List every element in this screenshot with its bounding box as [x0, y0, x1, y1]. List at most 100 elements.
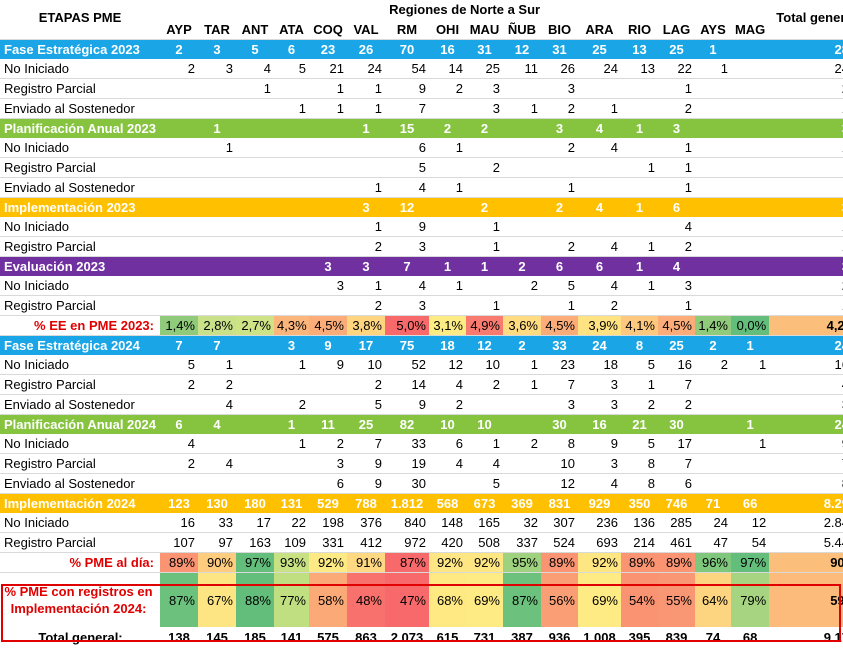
cell-coq [309, 157, 347, 178]
cell-val: 3,8% [347, 315, 385, 336]
cell-ays [695, 295, 731, 316]
cell-ant [236, 434, 274, 454]
cell-bio: 1 [541, 177, 578, 198]
cell-lag: 1 [658, 138, 695, 158]
cell-rm: 3 [385, 236, 429, 257]
row-label: Registro Parcial [0, 78, 160, 99]
cell-ant: 2,7% [236, 315, 274, 336]
cell-bio: 30 [541, 414, 578, 434]
cell-mau: 10 [466, 355, 503, 375]
cell-ays [695, 236, 731, 257]
cell-ata: 5 [274, 59, 309, 79]
cell-val: 25 [347, 414, 385, 434]
row-total: 249 [769, 414, 843, 434]
cell-ata: 4,3% [274, 315, 309, 336]
region-header-mag: MAG [731, 19, 770, 40]
row-total: 30 [769, 197, 843, 217]
cell-mag: 97% [731, 552, 770, 573]
cell-ant [236, 414, 274, 434]
cell-ohi: 6 [429, 434, 466, 454]
cell-mag [731, 473, 770, 494]
cell-tar [198, 217, 236, 237]
cell-ohi [429, 157, 466, 178]
cell-tar: 3 [198, 59, 236, 79]
cell-rm: 4 [385, 177, 429, 198]
cell-coq: 198 [309, 513, 347, 533]
cell-coq [309, 177, 347, 198]
cell-rio: 8 [621, 335, 658, 355]
cell-ant [236, 355, 274, 375]
cell-ays [695, 177, 731, 198]
cell-coq: 9 [309, 335, 347, 355]
row-total: 59% [769, 572, 843, 627]
cell-ata [274, 295, 309, 316]
cell-lag: 7 [658, 453, 695, 474]
cell-rm: 840 [385, 513, 429, 533]
cell-mag: 66 [731, 493, 770, 513]
cell-rio: 395 [628, 629, 651, 645]
cell-rio: 1 [621, 276, 658, 296]
row-total: 8 [769, 177, 843, 198]
row-label: Evaluación 2023 [0, 256, 160, 276]
cell-val: 3 [347, 197, 385, 217]
cell-bio: 56% [541, 572, 578, 627]
cell-rio: 4,1% [621, 315, 658, 336]
cell-coq [309, 236, 347, 257]
cell-tar: 1 [198, 138, 236, 158]
cell-coq: 23 [309, 39, 347, 59]
cell-ayp [160, 217, 198, 237]
cell-rio: 1 [621, 197, 658, 217]
cell-tar: 130 [198, 493, 236, 513]
section-row: Implementación 20233122241630 [0, 197, 843, 217]
cell-mau: 2 [466, 197, 503, 217]
cell-mag: 1 [731, 355, 770, 375]
cell-ohi: 1 [429, 276, 466, 296]
cell-ays: 1 [695, 39, 731, 59]
cell-tar: 90% [198, 552, 236, 573]
row-total: 9 [769, 157, 843, 178]
cell-ata: 1 [274, 98, 309, 119]
cell-ayp: 6 [160, 414, 198, 434]
cell-lag: 2 [658, 394, 695, 415]
cell-rio [621, 217, 658, 237]
cell-bio: 23 [541, 355, 578, 375]
data-row: No Iniciado 16 33 17 22 198 376 840 148 165 32 307 2… [0, 513, 843, 533]
cell-ara: 4 [578, 236, 621, 257]
cell-bio: 31 [541, 39, 578, 59]
cell-ara: 24 [578, 335, 621, 355]
cell-ays: 74 [705, 629, 721, 645]
cell-mag [731, 98, 770, 119]
row-total: 243 [769, 335, 843, 355]
cell-ñub [503, 197, 541, 217]
cell-val: 863 [355, 629, 377, 645]
cell-mag: 12 [731, 513, 770, 533]
cell-val: 788 [347, 493, 385, 513]
cell-val: 17 [347, 335, 385, 355]
cell-lag: 30 [658, 414, 695, 434]
row-total: 10 [769, 295, 843, 316]
cell-tar: 2,8% [198, 315, 236, 336]
row-total: 34 [769, 256, 843, 276]
cell-ata: 141 [280, 629, 303, 645]
cell-ays [695, 434, 731, 454]
region-header-rm: RM [385, 19, 429, 40]
cell-ara: 1 [578, 98, 621, 119]
cell-rm: 5 [385, 157, 429, 178]
cell-val: 1 [347, 78, 385, 99]
cell-ant [236, 453, 274, 474]
cell-bio: 3 [541, 394, 578, 415]
section-row: Implementación 2024 123 130 180 131 529 788 1.8… [0, 493, 843, 513]
cell-rio: 1 [621, 256, 658, 276]
cell-rm: 82 [385, 414, 429, 434]
cell-mau: 2 [466, 157, 503, 178]
cell-lag: 25 [658, 335, 695, 355]
cell-ñub: 95% [503, 552, 541, 573]
cell-rio: 1 [621, 236, 658, 257]
cell-lag: 22 [658, 59, 695, 79]
cell-ara [578, 157, 621, 178]
cell-ohi [429, 473, 466, 494]
cell-mau: 5 [466, 473, 503, 494]
row-label: No Iniciado [0, 355, 160, 375]
cell-val: 1 [347, 177, 385, 198]
cell-ata [274, 276, 309, 296]
